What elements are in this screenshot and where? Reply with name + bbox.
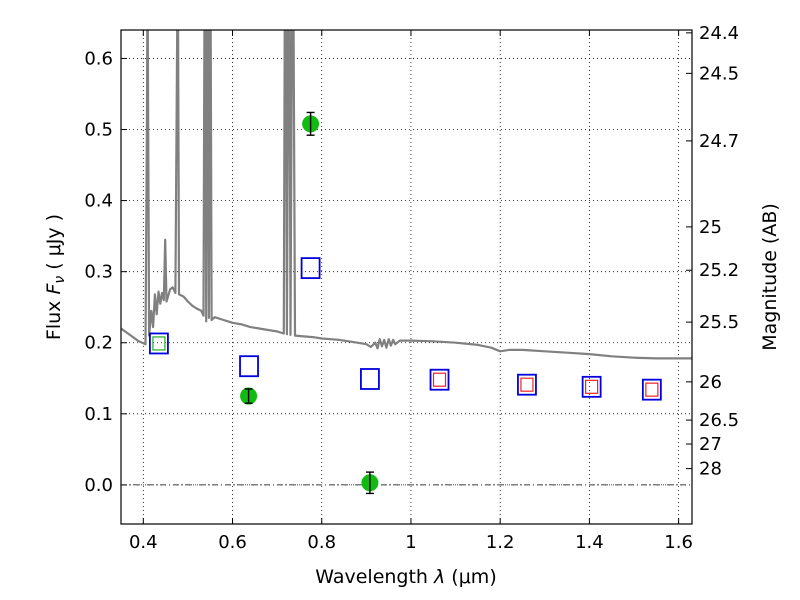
- y-tick-label: 0.1: [84, 404, 113, 425]
- blue-square-marker: [641, 378, 662, 401]
- y2-axis-label: Magnitude (AB): [759, 203, 781, 351]
- x-tick-label: 1.4: [575, 532, 604, 553]
- y2-tick-label: 26: [699, 372, 722, 393]
- blue-square-marker: [239, 355, 259, 378]
- y-tick-label: 0.2: [84, 333, 113, 354]
- y-tick-label: 0.3: [84, 262, 113, 283]
- y2-tick-label: 25.2: [699, 260, 739, 281]
- y-axis-label: Flux Fν ( μJy ): [43, 214, 68, 340]
- blue-square-marker: [429, 368, 450, 391]
- y2-tick-label: 24.5: [699, 63, 739, 84]
- y2-tick-label: 27: [699, 434, 722, 455]
- y2-tick-label: 24.4: [699, 23, 739, 44]
- x-tick-label: 0.4: [129, 532, 158, 553]
- x-axis-label-suffix: (μm): [445, 566, 496, 588]
- y2-tick-label: 24.7: [699, 131, 739, 152]
- small-square-marker: [645, 382, 659, 397]
- blue-square-marker: [581, 375, 602, 398]
- x-tick-label: 1.6: [664, 532, 693, 553]
- x-tick-label: 0.6: [218, 532, 247, 553]
- y-axis-label-sub: ν: [52, 276, 68, 284]
- x-tick-label: 1: [405, 532, 416, 553]
- y-tick-label: 0.5: [84, 120, 113, 141]
- axes-ticks: 0.4 0.6 0.8 1 1.2 1.4 1.6 0.0 0.1 0.2 0.3 0.4 0.5 0.6…: [84, 23, 739, 553]
- y2-tick-label: 26.5: [699, 410, 739, 431]
- y-tick-label: 0.0: [84, 475, 113, 496]
- model-spectrum-line: [121, 30, 692, 360]
- y-axis-label-var: F: [43, 283, 65, 295]
- blue-square-marker: [300, 257, 321, 280]
- blue-square-marker: [149, 332, 169, 355]
- y2-tick-label: 25: [699, 217, 722, 238]
- y2-tick-label: 28: [699, 459, 722, 480]
- x-axis-label-var: λ: [433, 566, 445, 588]
- y2-tick-label: 25.5: [699, 312, 739, 333]
- y-tick-label: 0.4: [84, 191, 113, 212]
- blue-square-marker: [360, 368, 380, 390]
- y-axis-label-suffix: ( μJy ): [43, 214, 65, 276]
- blue-square-marker: [517, 373, 537, 396]
- y-tick-label: 0.6: [84, 48, 113, 69]
- x-axis-label: Wavelength λ (μm): [315, 566, 496, 588]
- small-square-marker: [520, 377, 534, 392]
- y-axis-label-prefix: Flux: [43, 295, 65, 341]
- plot-frame: [120, 29, 693, 525]
- x-tick-label: 1.2: [486, 532, 515, 553]
- x-axis-label-prefix: Wavelength: [315, 566, 434, 588]
- plot-area: [121, 30, 692, 495]
- x-tick-label: 0.8: [307, 532, 336, 553]
- small-square-marker: [432, 372, 447, 387]
- small-square-marker: [585, 379, 599, 394]
- small-square-marker: [152, 336, 166, 351]
